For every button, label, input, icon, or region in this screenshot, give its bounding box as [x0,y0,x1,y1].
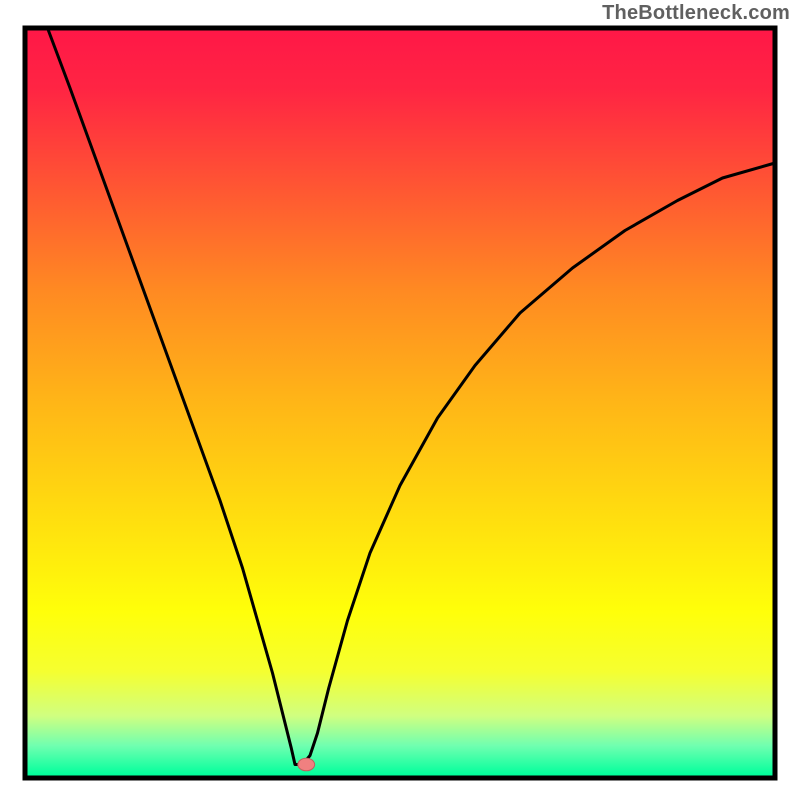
optimal-point-marker [298,758,315,771]
watermark-text: TheBottleneck.com [602,2,790,25]
bottleneck-chart [0,0,800,800]
chart-container: TheBottleneck.com [0,0,800,800]
chart-background [28,31,773,776]
